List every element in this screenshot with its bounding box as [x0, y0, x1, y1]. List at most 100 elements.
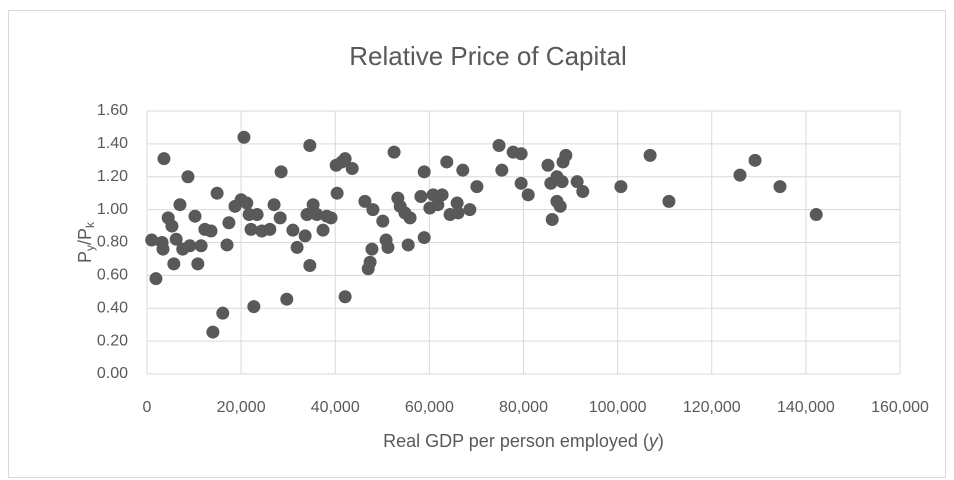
- point: [559, 148, 573, 162]
- point: [306, 198, 320, 212]
- point: [555, 175, 569, 189]
- point: [553, 199, 567, 213]
- point: [267, 198, 281, 212]
- point: [298, 229, 312, 243]
- y-axis-label-part: /P: [75, 228, 95, 245]
- point: [206, 325, 220, 339]
- y-tick-label: 1.00: [97, 201, 128, 218]
- point: [417, 165, 431, 179]
- point: [191, 257, 205, 271]
- x-tick-label: 20,000: [217, 399, 266, 416]
- point: [274, 165, 288, 179]
- point: [451, 206, 465, 220]
- x-tick-label: 160,000: [871, 399, 929, 416]
- point: [338, 290, 352, 304]
- point: [456, 163, 470, 177]
- point: [324, 211, 338, 225]
- x-tick-label: 40,000: [311, 399, 360, 416]
- point: [303, 259, 317, 273]
- y-tick-label: 0.20: [97, 332, 128, 349]
- x-tick-label: 100,000: [589, 399, 647, 416]
- point: [280, 292, 294, 306]
- point: [273, 211, 287, 225]
- x-axis-label-part: y: [647, 431, 659, 451]
- point: [414, 189, 428, 203]
- point: [662, 194, 676, 208]
- point: [545, 212, 559, 226]
- x-tick-label: 140,000: [777, 399, 835, 416]
- point: [300, 208, 314, 222]
- point: [495, 163, 509, 177]
- y-tick-label: 1.40: [97, 135, 128, 152]
- x-axis-label: Real GDP per person employed (y): [383, 431, 664, 451]
- point: [576, 185, 590, 199]
- point: [240, 196, 254, 210]
- point: [435, 188, 449, 202]
- point: [376, 214, 390, 228]
- point: [169, 232, 183, 246]
- point: [514, 147, 528, 161]
- point: [316, 223, 330, 237]
- y-tick-label: 1.60: [97, 102, 128, 119]
- point: [773, 180, 787, 194]
- point: [365, 242, 379, 256]
- point: [149, 272, 163, 286]
- point: [521, 188, 535, 202]
- point: [363, 255, 377, 269]
- point: [145, 233, 159, 247]
- point: [387, 145, 401, 159]
- x-axis-label-part: ): [658, 431, 664, 451]
- y-axis-label-part: y: [83, 245, 97, 251]
- point: [188, 209, 202, 223]
- y-tick-label: 1.20: [97, 168, 128, 185]
- point: [303, 139, 317, 153]
- point: [338, 152, 352, 166]
- y-tick-label: 0.40: [97, 299, 128, 316]
- point: [470, 180, 484, 194]
- point: [263, 222, 277, 236]
- point: [247, 300, 261, 314]
- point: [156, 242, 170, 256]
- point: [748, 153, 762, 167]
- point: [570, 175, 584, 189]
- point: [643, 148, 657, 162]
- point: [286, 223, 300, 237]
- point: [431, 198, 445, 212]
- point: [463, 203, 477, 217]
- point: [220, 238, 234, 252]
- y-tick-label: 0.60: [97, 267, 128, 284]
- point: [733, 168, 747, 182]
- point: [194, 239, 208, 253]
- y-axis-label-part: k: [83, 221, 97, 228]
- x-tick-label: 80,000: [499, 399, 548, 416]
- x-tick-label: 120,000: [683, 399, 741, 416]
- y-tick-label: 0.00: [97, 365, 128, 382]
- point: [417, 231, 431, 245]
- x-tick-label: 60,000: [405, 399, 454, 416]
- point: [222, 216, 236, 230]
- x-tick-label: 0: [143, 399, 152, 416]
- point: [204, 224, 218, 238]
- point: [401, 238, 415, 252]
- point: [290, 240, 304, 254]
- x-axis-label-part: Real GDP per person employed (: [383, 431, 649, 451]
- point: [366, 203, 380, 217]
- point: [216, 306, 230, 320]
- point: [426, 188, 440, 202]
- chart-title: Relative Price of Capital: [349, 41, 626, 71]
- y-tick-label: 0.80: [97, 234, 128, 251]
- point: [492, 139, 506, 153]
- point: [210, 186, 224, 200]
- y-axis-label-part: P: [75, 251, 95, 263]
- point: [450, 196, 464, 210]
- point: [157, 152, 171, 166]
- point: [345, 162, 359, 176]
- point: [403, 211, 417, 225]
- point: [181, 170, 195, 184]
- point: [250, 208, 264, 222]
- point: [358, 194, 372, 208]
- y-axis-label: Py/Pk: [75, 221, 97, 263]
- point: [541, 158, 555, 172]
- point: [809, 208, 823, 222]
